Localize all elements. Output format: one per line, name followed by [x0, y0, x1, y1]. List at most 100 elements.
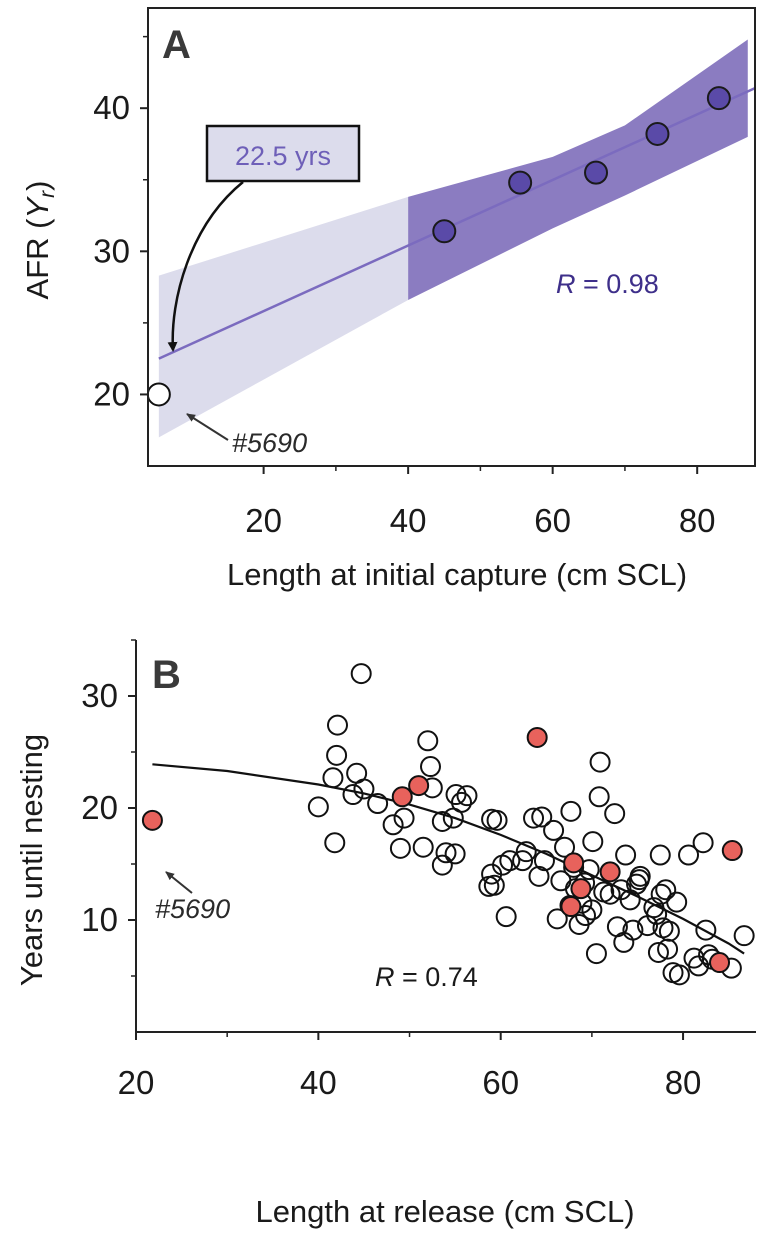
- data-point-b: [733, 925, 755, 947]
- data-point-b: [604, 803, 626, 825]
- data-point-b: [483, 874, 505, 896]
- data-point-b: [585, 943, 607, 965]
- x-axis-title-b: Length at release (cm SCL): [255, 1194, 634, 1229]
- x-tick-label-a: 80: [679, 502, 716, 539]
- x-axis-title-a: Length at initial capture (cm SCL): [227, 557, 687, 592]
- data-point-red-b: [709, 952, 731, 974]
- x-tick-label-b: 40: [300, 1064, 337, 1101]
- data-point-b: [367, 793, 389, 815]
- x-tick-label-a: 40: [390, 502, 427, 539]
- callout-box: [205, 124, 361, 183]
- annotation-arrow-a: [186, 413, 229, 441]
- data-point-b: [431, 854, 453, 876]
- data-point-a: [706, 86, 731, 111]
- data-point-b: [581, 899, 603, 921]
- annotation-5690-a: #5690: [232, 428, 307, 458]
- data-point-b: [512, 850, 534, 872]
- y-tick-label-a: 30: [93, 232, 130, 269]
- callout-text: 22.5 yrs: [235, 141, 331, 171]
- panel-b: 20 40 60 80 10 20 30 B #5690 R = 0.74 Length a…: [14, 639, 756, 1229]
- data-point-b: [307, 796, 329, 818]
- data-point-b: [523, 807, 545, 829]
- y-axis-title-a: AFR (Yr): [20, 181, 59, 300]
- data-point-b: [486, 809, 508, 831]
- data-point-b: [326, 744, 348, 766]
- data-point-5690-a: [146, 382, 171, 407]
- data-point-b: [528, 865, 550, 887]
- data-point-b: [495, 906, 517, 928]
- data-point-red-b: [141, 809, 163, 831]
- data-point-b: [435, 842, 457, 864]
- fit-curve-b: [152, 763, 745, 955]
- data-point-a: [584, 160, 609, 185]
- x-tick-label-b: 20: [118, 1064, 155, 1101]
- panel-a: 20 40 60 80 20 30 40 A 22.5 yrs #5690 R = 0.98…: [20, 7, 756, 592]
- x-tick-label-b: 80: [665, 1064, 702, 1101]
- data-point-b: [543, 819, 565, 841]
- data-point-b: [393, 807, 415, 829]
- r-value-a: R = 0.98: [556, 269, 659, 299]
- data-point-b: [412, 836, 434, 858]
- data-point-b: [515, 841, 537, 863]
- data-point-b: [658, 920, 680, 942]
- y-tick-label-a: 40: [93, 89, 130, 126]
- data-point-b: [456, 785, 478, 807]
- panel-label-b: B: [152, 653, 181, 697]
- data-point-b: [695, 919, 717, 941]
- data-point-b: [546, 908, 568, 930]
- data-point-b: [417, 730, 439, 752]
- data-point-red-b: [526, 726, 548, 748]
- data-point-b: [615, 844, 637, 866]
- data-point-b: [554, 836, 576, 858]
- r-value-b: R = 0.74: [375, 962, 478, 992]
- data-point-b: [327, 714, 348, 736]
- data-point-b: [322, 767, 344, 789]
- data-point-b: [531, 806, 553, 828]
- data-point-b: [599, 883, 621, 905]
- data-point-b: [451, 791, 472, 813]
- data-point-red-b: [563, 852, 585, 874]
- data-point-b: [666, 891, 688, 913]
- confidence-band-extrapolated: [158, 196, 409, 438]
- data-point-b: [613, 931, 635, 953]
- data-point-b: [324, 832, 346, 854]
- panel-label-a: A: [162, 23, 191, 67]
- data-point-b: [668, 964, 690, 986]
- plot-frame-a: [147, 7, 756, 467]
- data-point-b: [692, 832, 714, 854]
- data-point-red-b: [560, 896, 582, 918]
- y-tick-label-b: 10: [81, 901, 118, 938]
- data-point-b: [582, 831, 604, 853]
- data-point-red-b: [599, 861, 621, 883]
- annotation-5690-b: #5690: [155, 894, 230, 924]
- annotation-arrow-b: [165, 871, 193, 894]
- data-point-b: [533, 850, 555, 872]
- x-tick-label-a: 60: [534, 502, 571, 539]
- x-tick-label-b: 60: [482, 1064, 519, 1101]
- data-point-b: [350, 663, 372, 685]
- data-point-b: [589, 751, 611, 773]
- data-point-b: [646, 903, 668, 925]
- data-point-b: [431, 810, 453, 832]
- callout-arrow: [167, 181, 244, 352]
- data-point-b: [629, 865, 651, 887]
- data-point-a: [432, 219, 457, 244]
- data-point-b: [382, 814, 404, 836]
- data-point-b: [499, 850, 521, 872]
- data-point-b: [649, 844, 671, 866]
- y-tick-label-b: 20: [81, 789, 118, 826]
- data-point-red-b: [570, 878, 592, 900]
- data-point-red-b: [408, 775, 430, 797]
- data-point-a: [645, 121, 670, 146]
- data-point-red-b: [391, 786, 413, 808]
- data-point-b: [389, 837, 411, 859]
- y-axis-title-b: Years until nesting: [14, 734, 49, 986]
- y-tick-label-a: 20: [93, 375, 130, 412]
- data-point-b: [655, 879, 677, 901]
- data-point-b: [420, 756, 441, 778]
- data-point-b: [444, 843, 466, 865]
- x-tick-label-a: 20: [245, 502, 282, 539]
- y-tick-label-b: 30: [81, 677, 118, 714]
- data-point-b: [353, 778, 375, 800]
